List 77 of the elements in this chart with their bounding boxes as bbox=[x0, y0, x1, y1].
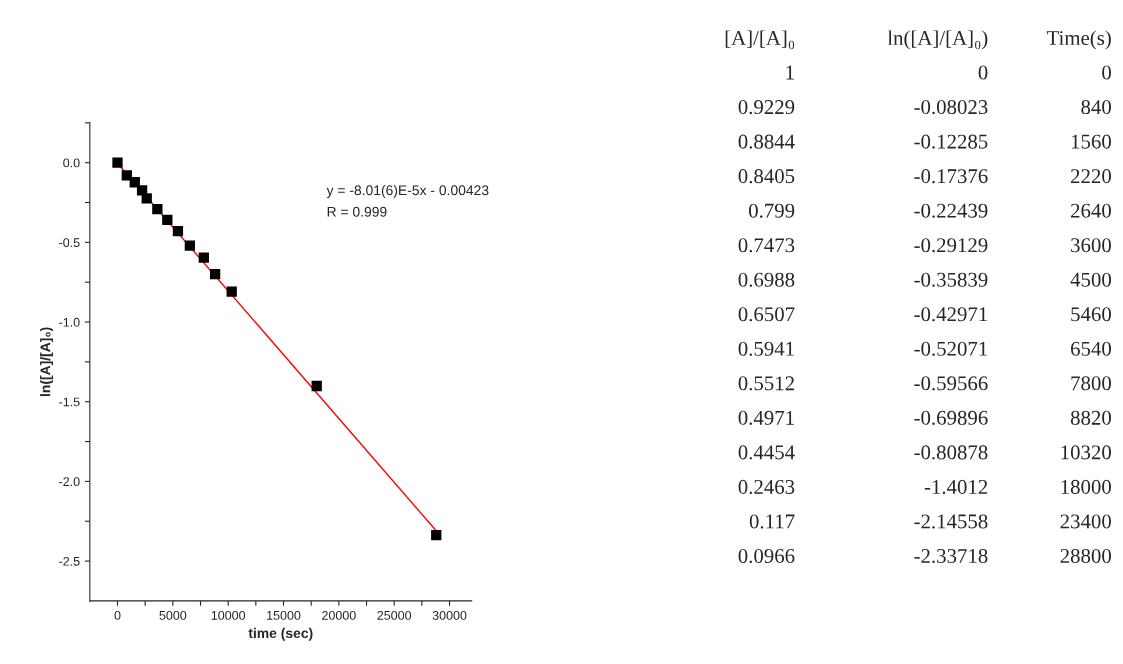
point bbox=[209, 268, 221, 280]
text: 10320 bbox=[1061, 445, 1111, 460]
point bbox=[121, 170, 132, 181]
text: 4500 bbox=[1070, 272, 1111, 287]
point bbox=[226, 286, 237, 297]
text: 6540 bbox=[1071, 341, 1111, 356]
category-label: [A]/[A]₀ bbox=[725, 30, 795, 50]
text: 2640 bbox=[1071, 203, 1111, 218]
text: -0.35839 bbox=[914, 272, 988, 287]
point bbox=[198, 252, 209, 263]
text: -2.33718 bbox=[914, 548, 988, 564]
text: 5460 bbox=[1071, 307, 1111, 322]
text: 0.8844 bbox=[738, 134, 795, 149]
text: 23400 bbox=[1060, 514, 1111, 529]
text: -0.29129 bbox=[914, 238, 988, 253]
annotation: y = -8.01(6)E-5x - 0.00423 bbox=[326, 184, 489, 198]
text: 840 bbox=[1081, 100, 1111, 115]
text: -0.59566 bbox=[914, 376, 988, 391]
text: 0.117 bbox=[749, 514, 795, 529]
x-tick-label: 0 bbox=[114, 610, 121, 620]
text: -0.80878 bbox=[914, 445, 988, 460]
text: 3600 bbox=[1071, 238, 1111, 253]
text: 0.2463 bbox=[738, 479, 795, 495]
text: 1560 bbox=[1071, 134, 1111, 149]
text: 7800 bbox=[1071, 376, 1111, 391]
text: 0.7473 bbox=[738, 238, 795, 253]
point bbox=[311, 380, 322, 392]
point bbox=[162, 214, 173, 225]
text: -0.22439 bbox=[914, 203, 988, 218]
x-tick-label: 20000 bbox=[322, 610, 356, 620]
text: 0.0966 bbox=[738, 548, 795, 564]
text: -0.12285 bbox=[914, 134, 988, 149]
text: -2.14558 bbox=[914, 514, 988, 529]
x-tick-label: 15000 bbox=[267, 610, 301, 620]
y-tick-label: -1.5 bbox=[59, 397, 80, 407]
point bbox=[141, 193, 152, 204]
text: 0.4971 bbox=[738, 410, 794, 425]
text: 0.5512 bbox=[738, 376, 794, 391]
text: 1 bbox=[786, 65, 794, 80]
text: -0.17376 bbox=[914, 169, 988, 184]
text: 18000 bbox=[1061, 479, 1111, 494]
x-tick-label: 25000 bbox=[377, 610, 412, 620]
text: 0.4454 bbox=[738, 445, 795, 460]
point bbox=[184, 240, 196, 251]
text: 0.5941 bbox=[738, 341, 794, 356]
y-tick-label: -0.5 bbox=[59, 238, 80, 248]
text: 0.6988 bbox=[738, 272, 795, 287]
x-axis-title: time (sec) bbox=[248, 627, 313, 641]
y-axis-title: ln([A]/[A]₀) bbox=[40, 327, 54, 397]
text: 0.6507 bbox=[738, 307, 795, 322]
text: -1.4012 bbox=[924, 479, 988, 495]
text: 0.9229 bbox=[738, 100, 795, 115]
x-tick-label: 10000 bbox=[211, 610, 246, 620]
annotation: R = 0.999 bbox=[327, 206, 387, 217]
point bbox=[112, 157, 123, 168]
point bbox=[172, 226, 184, 237]
text: 2220 bbox=[1071, 169, 1111, 184]
text: -0.08023 bbox=[914, 100, 988, 115]
y-tick-label: -1.0 bbox=[59, 317, 80, 327]
x-tick-label: 5000 bbox=[159, 610, 187, 620]
point bbox=[152, 203, 163, 215]
text: 0 bbox=[1102, 65, 1111, 80]
y-tick-label: 0.0 bbox=[63, 158, 80, 168]
text: 0.8405 bbox=[738, 169, 795, 184]
category-label: ln([A]/[A]₀) bbox=[887, 30, 988, 50]
text: 0.799 bbox=[749, 203, 795, 218]
text: 0 bbox=[978, 65, 988, 80]
text: 8820 bbox=[1070, 410, 1111, 425]
text: -0.52071 bbox=[914, 341, 987, 356]
x-tick-label: 30000 bbox=[432, 610, 467, 620]
text: -0.42971 bbox=[914, 307, 987, 322]
text: -0.69896 bbox=[914, 410, 988, 425]
text: 28800 bbox=[1060, 548, 1111, 563]
y-tick-label: -2.5 bbox=[59, 556, 80, 566]
y-tick-label: -2.0 bbox=[59, 477, 80, 487]
category-label: Time(s) bbox=[1046, 30, 1111, 50]
point bbox=[431, 529, 442, 541]
